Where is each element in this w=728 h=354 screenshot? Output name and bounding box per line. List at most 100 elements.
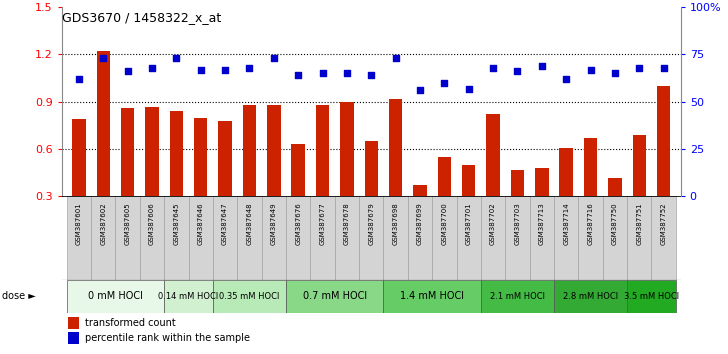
Point [341,70,353,76]
Text: GSM387648: GSM387648 [247,202,253,245]
Text: GSM387601: GSM387601 [76,202,82,245]
Point [536,63,547,69]
Bar [116,196,140,280]
Bar [389,99,403,196]
Text: 0 mM HOCl: 0 mM HOCl [88,291,143,302]
Bar [657,86,670,196]
Text: GSM387676: GSM387676 [295,202,301,245]
Bar [511,170,524,196]
Bar [97,51,110,196]
Point [219,67,231,73]
Bar [554,280,627,313]
Text: percentile rank within the sample: percentile rank within the sample [85,333,250,343]
Text: GSM387677: GSM387677 [320,202,325,245]
Bar [165,280,213,313]
Bar [213,280,286,313]
Bar [242,105,256,196]
Point [561,76,572,82]
Text: GSM387647: GSM387647 [222,202,228,245]
Bar [408,196,432,280]
Bar [189,196,213,280]
Text: GSM387700: GSM387700 [441,202,448,245]
Text: 2.1 mM HOCl: 2.1 mM HOCl [490,292,545,301]
Bar [535,168,548,196]
Bar [481,196,505,280]
Point [98,55,109,61]
Point [585,67,596,73]
Point [512,69,523,74]
Text: 3.5 mM HOCl: 3.5 mM HOCl [624,292,679,301]
Text: GSM387602: GSM387602 [100,202,106,245]
Point [244,65,256,70]
Text: GSM387605: GSM387605 [124,202,130,245]
Point [438,80,450,86]
Bar [67,196,91,280]
Bar [146,107,159,196]
Text: GSM387679: GSM387679 [368,202,374,245]
Bar [286,196,310,280]
Point [658,65,670,70]
Text: GSM387606: GSM387606 [149,202,155,245]
Text: 0.14 mM HOCl: 0.14 mM HOCl [159,292,218,301]
Text: GSM387716: GSM387716 [587,202,593,245]
Text: transformed count: transformed count [85,318,176,329]
Bar [340,102,354,196]
Bar [384,280,481,313]
Point [633,65,645,70]
Point [146,65,158,70]
Text: GSM387678: GSM387678 [344,202,350,245]
Point [122,69,133,74]
Bar [505,196,530,280]
Point [487,65,499,70]
Bar [652,196,676,280]
Bar [560,148,573,196]
Bar [432,196,456,280]
Point [317,70,328,76]
Bar [72,119,86,196]
Bar [462,165,475,196]
Point [195,67,207,73]
Text: GSM387699: GSM387699 [417,202,423,245]
Bar [218,121,232,196]
Text: GSM387703: GSM387703 [515,202,521,245]
Bar [365,141,378,196]
Bar [170,111,183,196]
Point [268,55,280,61]
Text: GSM387649: GSM387649 [271,202,277,245]
Text: GSM387751: GSM387751 [636,202,642,245]
Bar [627,196,652,280]
Bar [68,317,79,330]
Bar [633,135,646,196]
Text: GSM387701: GSM387701 [466,202,472,245]
Bar [627,280,676,313]
Bar [237,196,261,280]
Text: 1.4 mM HOCl: 1.4 mM HOCl [400,291,464,302]
Text: GSM387713: GSM387713 [539,202,545,245]
Text: 0.35 mM HOCl: 0.35 mM HOCl [219,292,280,301]
Bar [286,280,384,313]
Bar [486,114,500,196]
Bar [438,157,451,196]
Bar [554,196,578,280]
Bar [261,196,286,280]
Point [463,86,475,91]
Bar [603,196,627,280]
Point [365,73,377,78]
Point [73,76,84,82]
Point [609,70,621,76]
Bar [213,196,237,280]
Bar [165,196,189,280]
Point [389,55,401,61]
Bar [530,196,554,280]
Text: GSM387714: GSM387714 [563,202,569,245]
Text: dose ►: dose ► [2,291,36,302]
Bar [140,196,165,280]
Bar [91,196,116,280]
Bar [310,196,335,280]
Text: GSM387698: GSM387698 [392,202,399,245]
Bar [68,332,79,344]
Bar [67,280,165,313]
Bar [316,105,329,196]
Text: GSM387750: GSM387750 [612,202,618,245]
Bar [608,178,622,196]
